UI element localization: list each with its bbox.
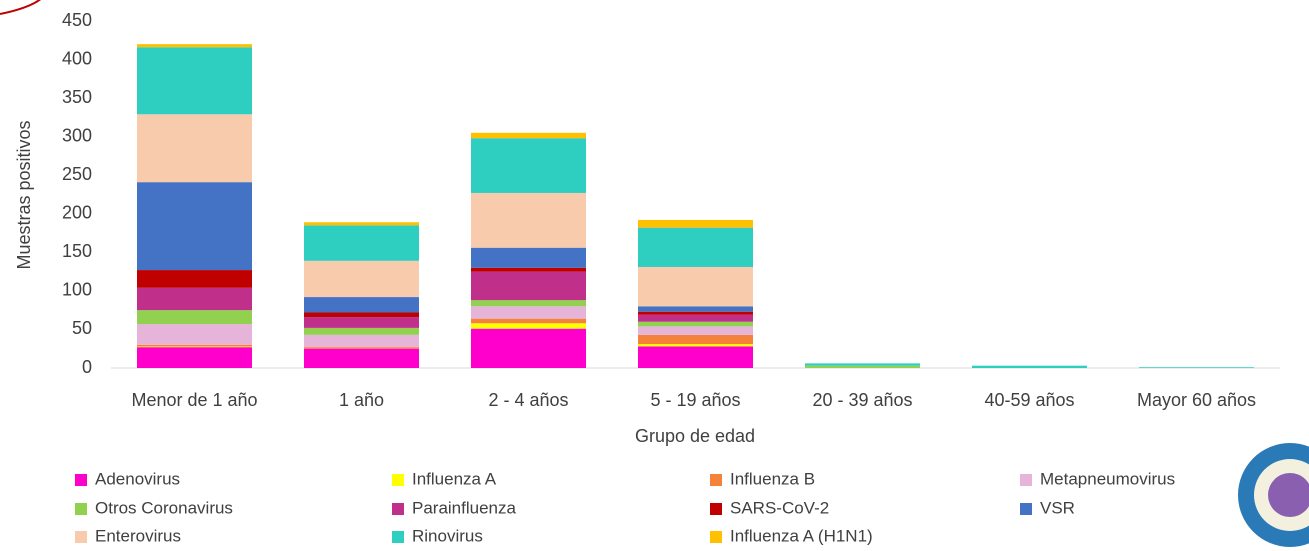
y-tick-label: 350 (62, 87, 92, 107)
x-tick-label: 5 - 19 años (650, 390, 740, 410)
legend-label: Parainfluenza (412, 498, 517, 517)
y-axis-label: Muestras positivos (14, 120, 34, 269)
y-tick-label: 100 (62, 280, 92, 300)
legend-swatch (75, 531, 87, 543)
bar-segment (471, 300, 586, 307)
bar-segment (638, 334, 753, 345)
legend-label: Metapneumovirus (1040, 469, 1175, 488)
legend-label: Influenza A (412, 469, 497, 488)
bar-segment (304, 225, 419, 261)
logo (1238, 443, 1309, 547)
bar-segment (471, 318, 586, 324)
bar-segment (638, 346, 753, 368)
bar-segment (638, 344, 753, 347)
bar-segment (638, 321, 753, 327)
bar-segment (471, 323, 586, 329)
x-tick-label: Menor de 1 año (131, 390, 257, 410)
bar-segment (137, 324, 252, 345)
bar-segment (471, 138, 586, 193)
x-axis-label: Grupo de edad (635, 426, 755, 446)
legend: Adenovirus Influenza A Influenza B Metapneu… (75, 469, 1175, 545)
bar-segment (137, 344, 252, 347)
legend-swatch (710, 474, 722, 486)
bar-segment (638, 266, 753, 307)
legend-swatch (710, 531, 722, 543)
legend-swatch (1020, 474, 1032, 486)
bar-segment (471, 328, 586, 368)
legend-swatch (392, 474, 404, 486)
bar-segment (471, 132, 586, 139)
y-tick-label: 0 (82, 357, 92, 377)
x-tick-label: 20 - 39 años (812, 390, 912, 410)
bar-segment (304, 260, 419, 298)
bar-segment (638, 326, 753, 335)
bar-segment (304, 347, 419, 349)
legend-swatch (1020, 503, 1032, 515)
legend-label: VSR (1040, 498, 1075, 517)
legend-swatch (75, 503, 87, 515)
bar-segment (137, 182, 252, 271)
bar-segment (304, 222, 419, 226)
x-tick-label: 40-59 años (984, 390, 1074, 410)
bar-segment (805, 363, 920, 366)
legend-swatch (710, 503, 722, 515)
legend-label: Influenza A (H1N1) (730, 526, 873, 545)
legend-swatch (75, 474, 87, 486)
x-tick-label: 2 - 4 años (488, 390, 568, 410)
bar-segment (304, 334, 419, 348)
decoration (0, 0, 41, 15)
bar-segment (638, 227, 753, 267)
bar-segment (137, 47, 252, 115)
bar-segment (471, 306, 586, 319)
legend-label: Otros Coronavirus (95, 498, 233, 517)
y-tick-label: 250 (62, 164, 92, 184)
legend-label: Adenovirus (95, 469, 180, 488)
bar-segment (137, 347, 252, 368)
bar-segment (805, 365, 920, 368)
legend-label: Influenza B (730, 469, 815, 488)
bar-segment (471, 267, 586, 272)
bar-segment (304, 348, 419, 368)
bar-segment (304, 312, 419, 318)
legend-swatch (392, 531, 404, 543)
bar-segment (137, 114, 252, 183)
bar-segment (471, 247, 586, 268)
bar-segment (471, 271, 586, 301)
legend-label: SARS-CoV-2 (730, 498, 829, 517)
bar-segment (638, 311, 753, 315)
y-tick-label: 200 (62, 203, 92, 223)
y-tick-label: 50 (72, 318, 92, 338)
bar-segment (638, 219, 753, 228)
bar-segment (972, 365, 1087, 368)
bar-segment (638, 314, 753, 322)
y-tick-label: 150 (62, 241, 92, 261)
y-tick-label: 450 (62, 10, 92, 30)
bar-segment (137, 310, 252, 325)
bar-segment (304, 297, 419, 313)
bar-segment (304, 317, 419, 328)
y-tick-label: 400 (62, 48, 92, 68)
x-tick-label: 1 año (339, 390, 384, 410)
bar-segment (137, 287, 252, 311)
legend-label: Rinovirus (412, 526, 483, 545)
bar-segment (137, 44, 252, 48)
bar-segment (1139, 367, 1254, 368)
bar-segment (304, 327, 419, 335)
bar-segment (638, 306, 753, 312)
y-tick-label: 300 (62, 125, 92, 145)
legend-label: Enterovirus (95, 526, 181, 545)
x-tick-label: Mayor 60 años (1137, 390, 1256, 410)
bar-segment (137, 270, 252, 288)
bar-segment (471, 192, 586, 248)
bar-segment (137, 346, 252, 348)
legend-swatch (392, 503, 404, 515)
